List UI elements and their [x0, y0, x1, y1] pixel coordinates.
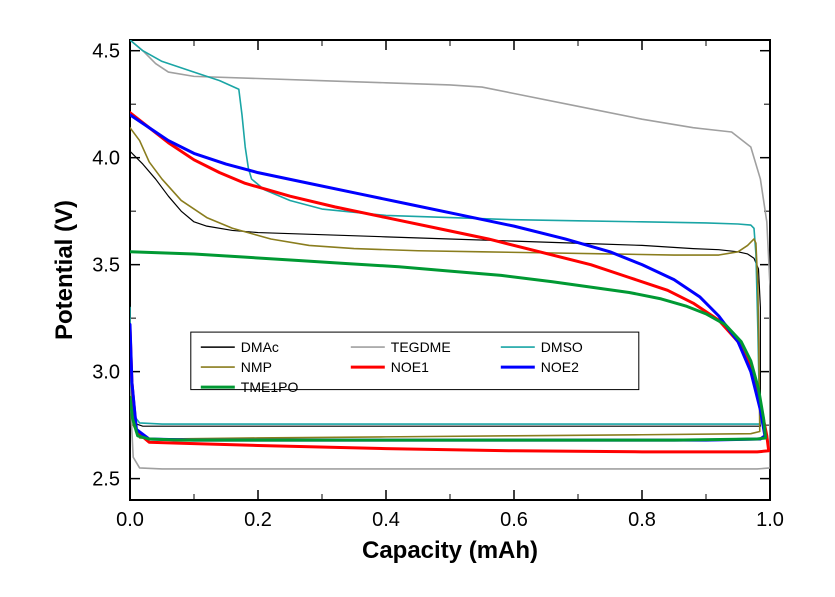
chart-bg [0, 0, 835, 597]
legend-label: TEGDME [391, 339, 451, 355]
x-tick-label: 1.0 [756, 509, 784, 531]
y-tick-label: 4.0 [92, 148, 120, 170]
chart-container: 0.0 0.2 0.4 0.6 0.8 1.0 Capacity (mAh) 2.5 3.0 3.… [0, 0, 835, 597]
x-tick-label: 0.2 [244, 509, 272, 531]
y-tick-label: 3.5 [92, 255, 120, 277]
y-axis-title: Potential (V) [51, 200, 78, 340]
legend-label: NOE1 [391, 359, 429, 375]
x-tick-label: 0.6 [500, 509, 528, 531]
chart-svg: 0.0 0.2 0.4 0.6 0.8 1.0 Capacity (mAh) 2.5 3.0 3.… [0, 0, 835, 597]
legend-label: DMAc [241, 339, 279, 355]
legend-label: NMP [241, 359, 272, 375]
x-tick-label: 0.4 [372, 509, 400, 531]
y-tick-label: 3.0 [92, 362, 120, 384]
y-tick-label: 4.5 [92, 41, 120, 63]
legend-label: DMSO [541, 339, 583, 355]
x-tick-label: 0.8 [628, 509, 656, 531]
y-tick-label: 2.5 [92, 469, 120, 491]
x-axis-title: Capacity (mAh) [362, 537, 538, 564]
x-tick-label: 0.0 [116, 509, 144, 531]
legend-label: TME1PO [241, 379, 299, 395]
legend-label: NOE2 [541, 359, 579, 375]
